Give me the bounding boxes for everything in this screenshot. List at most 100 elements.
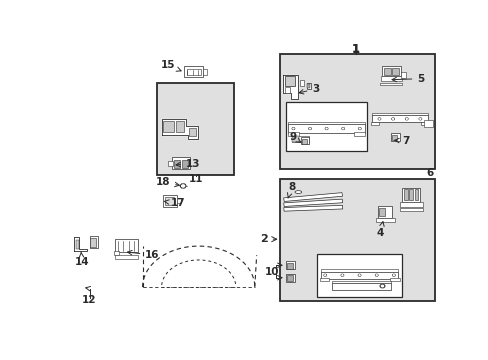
Bar (284, 76, 295, 86)
Bar (316, 253, 401, 297)
Bar (331, 281, 390, 283)
Bar (401, 72, 405, 78)
Circle shape (405, 118, 407, 120)
Text: 5: 5 (391, 74, 424, 84)
Bar (286, 275, 292, 281)
Bar (420, 122, 427, 125)
Bar (291, 135, 308, 143)
Bar (286, 263, 292, 269)
Text: 12: 12 (82, 295, 97, 305)
Bar (171, 157, 189, 169)
Bar (184, 67, 203, 77)
Circle shape (391, 118, 393, 120)
Bar (320, 271, 398, 279)
Bar (408, 189, 412, 201)
Bar (306, 83, 311, 89)
Circle shape (392, 275, 394, 276)
Text: 15: 15 (160, 60, 181, 71)
Text: 3: 3 (299, 84, 319, 94)
Bar (280, 179, 434, 301)
Text: 17: 17 (164, 198, 185, 208)
Circle shape (378, 118, 380, 120)
Bar (291, 135, 299, 143)
Bar (377, 206, 391, 218)
Bar (285, 102, 366, 151)
Bar (391, 135, 396, 140)
Text: 4: 4 (376, 222, 384, 238)
Bar (370, 122, 378, 125)
Bar (375, 217, 394, 222)
Text: 14: 14 (75, 252, 89, 267)
Circle shape (392, 118, 393, 119)
Text: 7: 7 (394, 136, 409, 146)
Bar (320, 269, 398, 271)
Text: 1: 1 (351, 44, 359, 54)
Bar (181, 160, 187, 168)
Ellipse shape (294, 191, 301, 193)
Text: 1: 1 (351, 43, 359, 56)
Bar (381, 76, 401, 81)
Polygon shape (74, 237, 87, 251)
Bar (163, 195, 177, 207)
Circle shape (292, 128, 293, 129)
Text: 10: 10 (264, 267, 279, 276)
Bar (371, 113, 427, 115)
Bar (163, 121, 174, 132)
Text: 9: 9 (289, 132, 300, 143)
Bar (400, 208, 422, 211)
Circle shape (341, 275, 342, 276)
Polygon shape (161, 120, 197, 139)
Bar (177, 198, 181, 203)
Text: 2: 2 (260, 234, 276, 244)
Bar (115, 239, 138, 252)
Circle shape (378, 118, 379, 119)
Text: 16: 16 (127, 250, 160, 260)
Bar (390, 133, 399, 141)
Bar (319, 278, 329, 281)
Circle shape (181, 185, 184, 187)
Bar (383, 68, 390, 75)
Bar (285, 274, 295, 282)
Bar (380, 82, 401, 85)
Bar (280, 54, 434, 169)
Text: 13: 13 (176, 159, 200, 169)
Bar (331, 283, 390, 290)
Bar (299, 80, 304, 86)
Circle shape (358, 274, 360, 276)
Circle shape (375, 274, 377, 276)
Bar (283, 205, 342, 211)
Bar (90, 238, 96, 247)
Circle shape (324, 274, 326, 276)
Bar (189, 128, 196, 136)
Bar (301, 139, 306, 144)
Bar (168, 161, 172, 166)
Bar (164, 197, 174, 205)
Bar (307, 84, 309, 88)
Bar (75, 240, 79, 249)
Bar (283, 199, 342, 207)
Bar (400, 202, 422, 207)
Bar (391, 68, 398, 75)
Circle shape (308, 128, 310, 129)
Bar (403, 189, 407, 201)
Circle shape (359, 128, 360, 129)
Bar (287, 132, 299, 136)
Bar (287, 122, 365, 125)
Circle shape (325, 128, 327, 129)
Circle shape (342, 128, 343, 129)
Bar (203, 69, 206, 75)
Bar (283, 193, 342, 202)
Bar (423, 120, 432, 127)
Bar (156, 84, 234, 175)
Circle shape (381, 285, 383, 287)
Text: 18: 18 (156, 177, 179, 187)
Circle shape (341, 128, 344, 129)
Circle shape (358, 275, 359, 276)
Bar (379, 208, 385, 216)
Bar (115, 255, 138, 258)
Circle shape (380, 284, 384, 288)
Bar (285, 261, 295, 269)
Circle shape (358, 128, 360, 129)
Circle shape (418, 118, 421, 120)
Bar (382, 66, 400, 76)
